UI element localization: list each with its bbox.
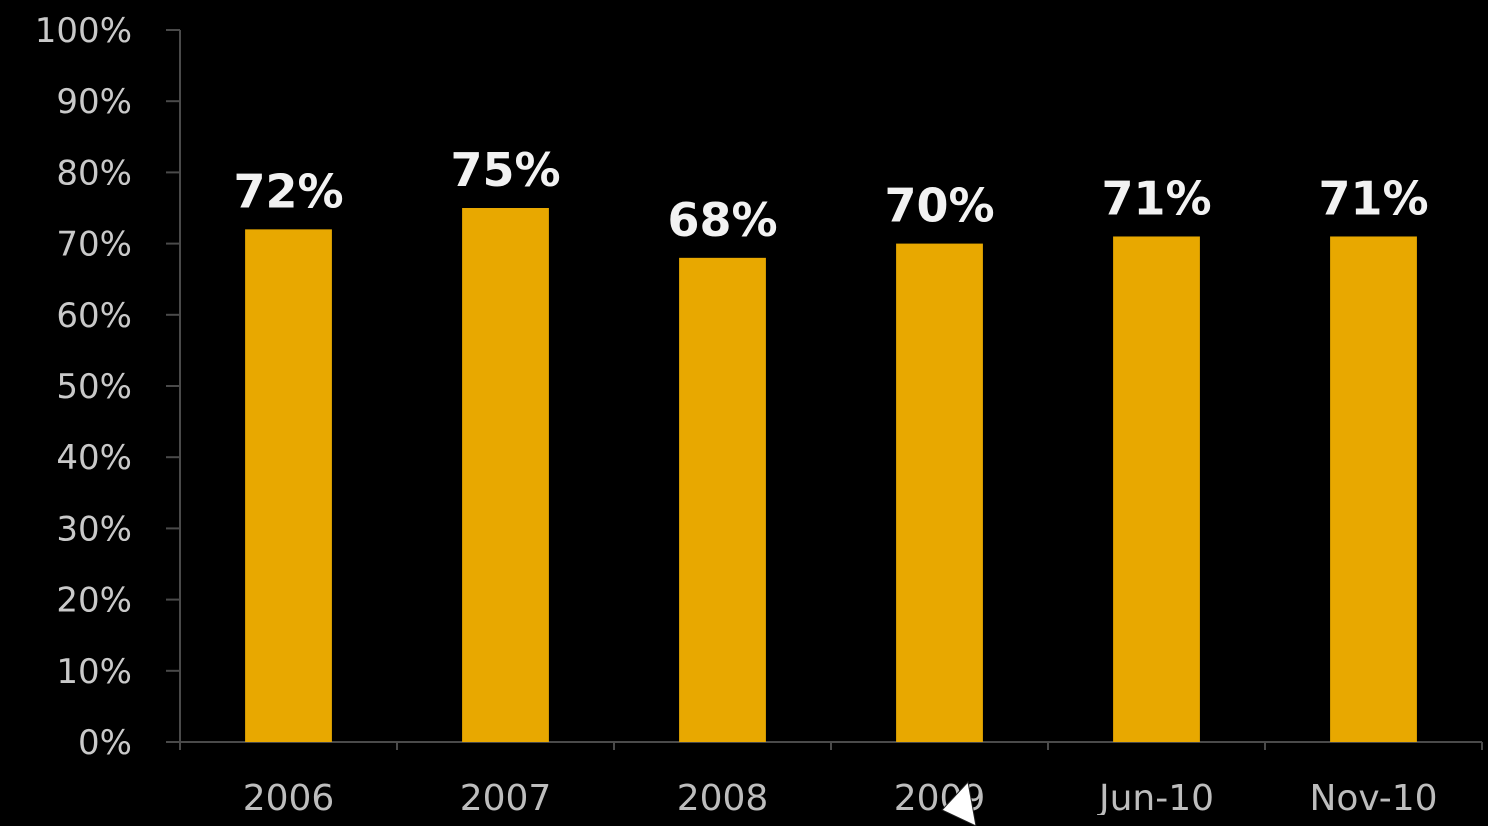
bar — [896, 243, 983, 742]
y-tick-label: 90% — [56, 82, 132, 122]
y-tick-label: 60% — [56, 296, 132, 336]
x-tick-label: Nov-10 — [1309, 778, 1437, 815]
bars-group — [245, 208, 1417, 743]
x-tick-label: 2006 — [243, 778, 335, 815]
y-tick-label: 40% — [56, 438, 132, 478]
mouse-pointer-icon — [941, 780, 977, 826]
x-axis: 2006 2007 2008 2009 Jun-10 Nov-10 — [179, 741, 1483, 815]
y-tick-label: 100% — [35, 11, 132, 51]
y-tick-label: 50% — [56, 367, 132, 407]
data-label: 75% — [450, 143, 560, 197]
bar — [1330, 236, 1417, 743]
y-tick-label: 20% — [56, 581, 132, 621]
data-label: 68% — [667, 193, 777, 247]
y-axis: 0% 10% 20% 30% 40% 50% 60% 70% 80% 90% 100% — [35, 11, 181, 763]
bar — [1113, 236, 1200, 743]
y-tick-label: 10% — [56, 652, 132, 692]
bar — [679, 257, 766, 742]
y-tick-label: 80% — [56, 153, 132, 193]
x-tick-label: Jun-10 — [1097, 778, 1214, 815]
y-tick-label: 70% — [56, 225, 132, 265]
data-label: 70% — [884, 179, 994, 233]
x-tick-label: 2007 — [460, 778, 552, 815]
data-labels-group: 72% 75% 68% 70% 71% 71% — [233, 143, 1428, 247]
bar — [245, 229, 332, 743]
y-tick-label: 30% — [56, 509, 132, 549]
data-label: 71% — [1101, 171, 1211, 225]
x-tick-label: 2008 — [677, 778, 769, 815]
bar — [462, 208, 549, 742]
y-tick-label: 0% — [78, 723, 132, 763]
data-label: 72% — [233, 164, 343, 218]
data-label: 71% — [1318, 171, 1428, 225]
